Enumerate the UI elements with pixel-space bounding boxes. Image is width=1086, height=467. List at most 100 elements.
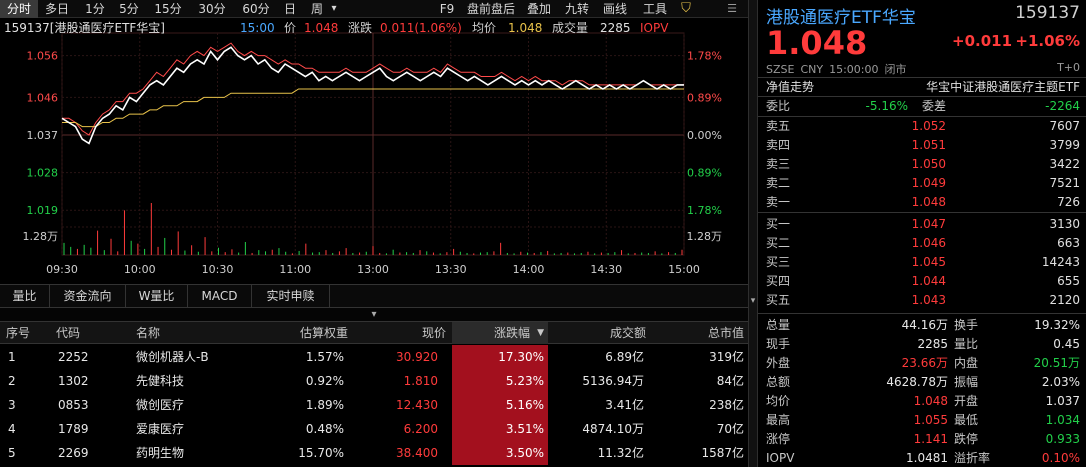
bid-level[interactable]: 买三 1.045 14243 [758, 253, 1086, 272]
col-amount[interactable]: 成交额 [609, 326, 646, 340]
t0-badge: T+0 [1057, 61, 1080, 74]
y-tick-left: 1.037 [27, 129, 59, 142]
chart-time: 15:00 [240, 21, 275, 35]
tools-button[interactable]: 工具 [642, 2, 667, 16]
f9-button[interactable]: F9 [439, 2, 455, 16]
x-tick: 13:30 [435, 263, 467, 276]
stat-value: 0.933 [1045, 432, 1080, 446]
stat-row: 总量 44.16万 换手 19.32% [758, 316, 1086, 335]
stat-label: 外盘 [766, 356, 791, 370]
stat-label: 涨停 [766, 432, 791, 446]
panel-collapse-toggle[interactable]: ▾ [0, 308, 748, 322]
stat-value: 1.141 [913, 432, 948, 446]
panel-divider[interactable] [748, 0, 758, 467]
tab-macd[interactable]: MACD [188, 285, 252, 307]
col-change-sorted[interactable]: 涨跌幅 ▼ [452, 322, 548, 344]
col-index[interactable]: 序号 [6, 326, 31, 340]
ask-level[interactable]: 卖四 1.051 3799 [758, 136, 1086, 155]
stat-row: 均价 1.048 开盘 1.037 [758, 392, 1086, 411]
stat-value: 2285 [917, 337, 948, 351]
row-weight: 0.48% [305, 422, 344, 436]
bid-level[interactable]: 买二 1.046 663 [758, 234, 1086, 253]
tab-5min[interactable]: 5分 [119, 2, 139, 16]
row-market-cap: 238亿 [709, 398, 744, 412]
stat-label: 开盘 [954, 394, 979, 408]
price-label: 价 [284, 21, 297, 35]
ask-level[interactable]: 卖二 1.049 7521 [758, 174, 1086, 193]
ask-level[interactable]: 卖三 1.050 3422 [758, 155, 1086, 174]
table-row[interactable]: 4 1789 爱康医疗 0.48% 6.200 3.51% 4874.10万 70亿 [0, 417, 748, 441]
row-index: 5 [8, 446, 16, 460]
stat-label: 总量 [766, 318, 791, 332]
tab-realtime-creation[interactable]: 实时申赎 [252, 285, 330, 307]
level-volume: 3130 [1049, 217, 1080, 231]
row-code: 2252 [58, 350, 89, 364]
intraday-chart[interactable]: 1.056 1.046 1.037 1.028 1.019 1.28万 1.78% 0.89… [0, 19, 748, 284]
volume-label: 成交量 [552, 21, 589, 35]
tab-multi-day[interactable]: 多日 [44, 2, 69, 16]
bid-level[interactable]: 买一 1.047 3130 [758, 215, 1086, 234]
tab-daily[interactable]: 日 [283, 2, 296, 16]
separator [758, 212, 1086, 213]
x-tick: 10:30 [202, 263, 234, 276]
nav-trend-row[interactable]: 净值走势 华宝中证港股通医疗主题ETF [758, 77, 1086, 97]
level-volume: 2120 [1049, 293, 1080, 307]
col-weight[interactable]: 估算权重 [299, 326, 348, 340]
tab-60min[interactable]: 60分 [242, 2, 270, 16]
stat-value: 2.03% [1041, 375, 1080, 389]
col-price[interactable]: 现价 [421, 326, 446, 340]
bid-level[interactable]: 买五 1.043 2120 [758, 291, 1086, 310]
row-amount: 5136.94万 [582, 374, 644, 388]
draw-line-button[interactable]: 画线 [602, 2, 627, 16]
level-volume: 663 [1057, 236, 1080, 250]
row-code: 2269 [58, 446, 89, 460]
tab-weekly[interactable]: 周 [310, 2, 323, 16]
col-name[interactable]: 名称 [136, 326, 161, 340]
ask-level[interactable]: 卖五 1.052 7607 [758, 117, 1086, 136]
tab-volume-ratio[interactable]: 量比 [0, 285, 50, 307]
iopv-line [62, 42, 684, 136]
row-price: 38.400 [396, 446, 438, 460]
pre-post-market-button[interactable]: 盘前盘后 [466, 2, 515, 16]
row-market-cap: 1587亿 [701, 446, 744, 460]
table-row[interactable]: 5 2269 药明生物 15.70% 38.400 3.50% 11.32亿 1587亿 [0, 441, 748, 465]
tab-fund-flow[interactable]: 资金流向 [50, 285, 126, 307]
level-volume: 14243 [1041, 255, 1080, 269]
chevron-down-icon[interactable]: ▾ [750, 296, 756, 306]
row-name: 微创医疗 [136, 398, 185, 412]
constituents-table-header: 序号 代码 名称 估算权重 现价 涨跌幅 ▼ 成交额 总市值 [0, 322, 748, 344]
ask-level[interactable]: 卖一 1.048 726 [758, 193, 1086, 212]
chevron-down-icon: ▾ [371, 309, 377, 320]
table-row[interactable]: 2 1302 先健科技 0.92% 1.810 5.23% 5136.94万 84亿 [0, 369, 748, 393]
tab-intraday[interactable]: 分时 [0, 0, 38, 18]
row-change: 5.16% [452, 393, 548, 417]
bid-level[interactable]: 买四 1.044 655 [758, 272, 1086, 291]
overlay-button[interactable]: 叠加 [526, 2, 551, 16]
table-row[interactable]: 1 2252 微创机器人-B 1.57% 30.920 17.30% 6.89亿 319亿 [0, 345, 748, 369]
row-index: 1 [8, 350, 16, 364]
shield-icon[interactable]: ⛉ [681, 1, 691, 16]
stat-value: 1.055 [913, 413, 948, 427]
col-market-cap[interactable]: 总市值 [707, 326, 744, 340]
tab-15min[interactable]: 15分 [154, 2, 182, 16]
stat-value: 0.10% [1041, 451, 1080, 465]
y-tick-right: 1.78% [687, 50, 722, 63]
nine-turn-button[interactable]: 九转 [564, 2, 589, 16]
tab-1min[interactable]: 1分 [85, 2, 105, 16]
level-label: 买二 [766, 236, 791, 250]
menu-icon[interactable]: ☰ [727, 2, 737, 15]
period-dropdown-icon[interactable]: ▾ [331, 3, 337, 14]
col-code[interactable]: 代码 [56, 326, 81, 340]
row-change: 3.51% [452, 417, 548, 441]
table-row[interactable]: 3 0853 微创医疗 1.89% 12.430 5.16% 3.41亿 238亿 [0, 393, 748, 417]
level-label: 买一 [766, 217, 791, 231]
level-volume: 7607 [1049, 119, 1080, 133]
stat-label: 振幅 [954, 375, 979, 389]
tab-w-volume-ratio[interactable]: W量比 [126, 285, 188, 307]
level-price: 1.045 [911, 255, 946, 269]
tab-30min[interactable]: 30分 [198, 2, 226, 16]
x-tick: 15:00 [668, 263, 700, 276]
level-price: 1.047 [911, 217, 946, 231]
level-label: 买四 [766, 274, 791, 288]
weibi-label: 委比 [766, 99, 791, 113]
